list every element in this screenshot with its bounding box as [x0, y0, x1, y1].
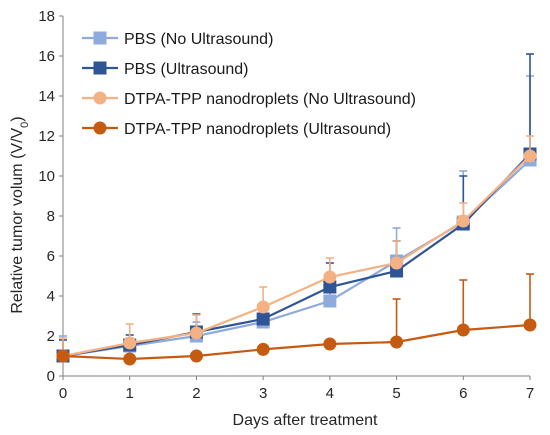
- y-tick-label: 14: [38, 88, 55, 105]
- data-point: [390, 335, 404, 349]
- y-tick-label: 8: [47, 208, 55, 225]
- legend-label: DTPA-TPP nanodroplets (Ultrasound): [124, 121, 391, 138]
- y-tick-label: 12: [38, 128, 55, 145]
- y-tick-label: 6: [47, 248, 55, 265]
- y-axis-title-suffix: ): [9, 116, 26, 121]
- legend-label: PBS (Ultrasound): [124, 61, 249, 78]
- x-axis-title: Days after treatment: [233, 412, 379, 429]
- data-point: [323, 270, 337, 284]
- data-point: [390, 256, 404, 270]
- y-axis-title-main: Relative tumor volum (V/V: [9, 127, 26, 313]
- data-point: [256, 312, 270, 326]
- series-line: [62, 323, 531, 361]
- series-layer: [56, 53, 537, 366]
- y-tick-label: 0: [47, 368, 55, 385]
- series-4: [56, 273, 537, 366]
- data-point: [456, 323, 470, 337]
- data-point: [256, 300, 270, 314]
- y-tick-label: 16: [38, 48, 55, 65]
- data-point: [523, 318, 537, 332]
- data-point: [456, 214, 470, 228]
- y-tick-label: 4: [47, 288, 55, 305]
- data-point: [323, 280, 337, 294]
- legend-marker: [93, 61, 107, 75]
- y-tick-label: 18: [38, 8, 55, 25]
- y-axis-title: Relative tumor volum (V/V0): [9, 116, 31, 313]
- legend-entry-3: DTPA-TPP nanodroplets (No Ultrasound): [82, 91, 416, 108]
- y-tick-label: 10: [38, 168, 55, 185]
- data-point: [323, 337, 337, 351]
- data-point: [123, 352, 137, 366]
- data-point: [323, 294, 337, 308]
- x-tick-label: 5: [392, 385, 400, 402]
- series-3: [56, 135, 537, 363]
- x-tick-label: 6: [459, 385, 467, 402]
- x-tick-label: 3: [259, 385, 267, 402]
- legend-marker: [93, 31, 107, 45]
- data-point: [523, 149, 537, 163]
- legend-marker: [93, 121, 107, 135]
- legend-label: PBS (No Ultrasound): [124, 31, 273, 48]
- legend-label: DTPA-TPP nanodroplets (No Ultrasound): [124, 91, 416, 108]
- data-point: [189, 349, 203, 363]
- x-tick-label: 2: [192, 385, 200, 402]
- data-point: [56, 349, 70, 363]
- series-line: [62, 155, 531, 358]
- y-tick-label: 2: [47, 328, 55, 345]
- data-point: [123, 336, 137, 350]
- legend-marker: [93, 91, 107, 105]
- legend-entry-1: PBS (No Ultrasound): [82, 31, 273, 48]
- axes: [59, 15, 531, 380]
- legend-entry-2: PBS (Ultrasound): [82, 61, 249, 78]
- data-point: [189, 326, 203, 340]
- y-axis-title-subscript: 0: [19, 122, 31, 128]
- x-tick-label: 1: [126, 385, 134, 402]
- x-tick-label: 7: [526, 385, 534, 402]
- data-point: [256, 342, 270, 356]
- legend-entry-4: DTPA-TPP nanodroplets (Ultrasound): [82, 121, 391, 138]
- x-tick-label: 0: [59, 385, 67, 402]
- x-tick-label: 4: [326, 385, 334, 402]
- series-line: [62, 153, 531, 358]
- legend: PBS (No Ultrasound) PBS (Ultrasound) DTPA-…: [82, 31, 416, 138]
